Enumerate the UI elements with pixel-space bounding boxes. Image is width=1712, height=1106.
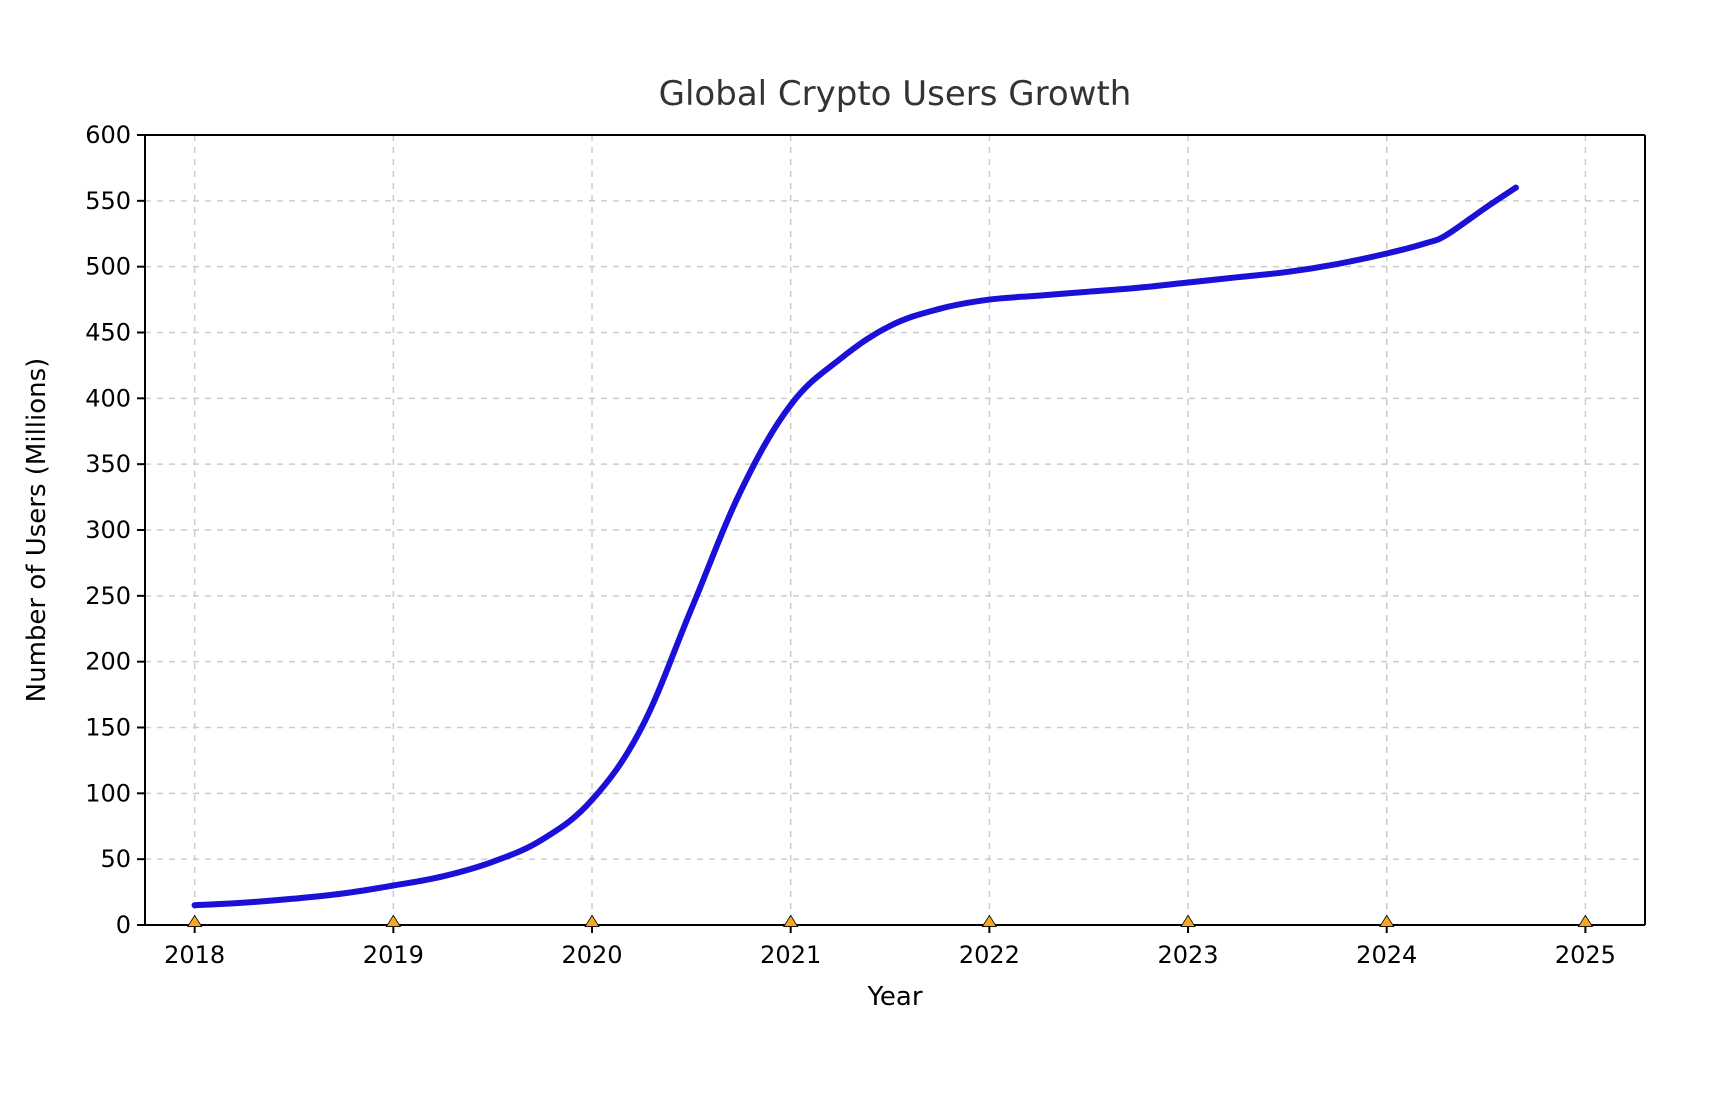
y-tick-label: 350 [85, 450, 131, 478]
line-end-cap [1513, 185, 1519, 191]
y-tick-label: 250 [85, 582, 131, 610]
y-tick-label: 600 [85, 121, 131, 149]
y-tick-label: 500 [85, 253, 131, 281]
x-tick-label: 2024 [1356, 941, 1417, 969]
chart-title: Global Crypto Users Growth [659, 74, 1132, 114]
y-tick-label: 400 [85, 384, 131, 412]
x-axis-label: Year [866, 982, 922, 1012]
y-tick-label: 50 [100, 845, 131, 873]
x-tick-label: 2025 [1555, 941, 1616, 969]
y-axis-label: Number of Users (Millions) [22, 358, 52, 703]
x-tick-label: 2018 [164, 941, 225, 969]
y-tick-label: 150 [85, 714, 131, 742]
line-start-cap [192, 902, 198, 908]
chart-container: 2018 2019 2020 2021 2022 2023 2024 2025 0 50 100 15… [0, 0, 1712, 1106]
crypto-users-line-chart: 2018 2019 2020 2021 2022 2023 2024 2025 0 50 100 15… [0, 0, 1712, 1106]
y-tick-label: 450 [85, 319, 131, 347]
y-tick-label: 0 [116, 911, 131, 939]
y-tick-label: 200 [85, 648, 131, 676]
x-tick-label: 2020 [561, 941, 622, 969]
x-tick-label: 2022 [959, 941, 1020, 969]
y-tick-label: 300 [85, 516, 131, 544]
x-tick-label: 2021 [760, 941, 821, 969]
x-tick-label: 2019 [363, 941, 424, 969]
y-tick-label: 550 [85, 187, 131, 215]
y-tick-label: 100 [85, 779, 131, 807]
x-tick-label: 2023 [1158, 941, 1219, 969]
